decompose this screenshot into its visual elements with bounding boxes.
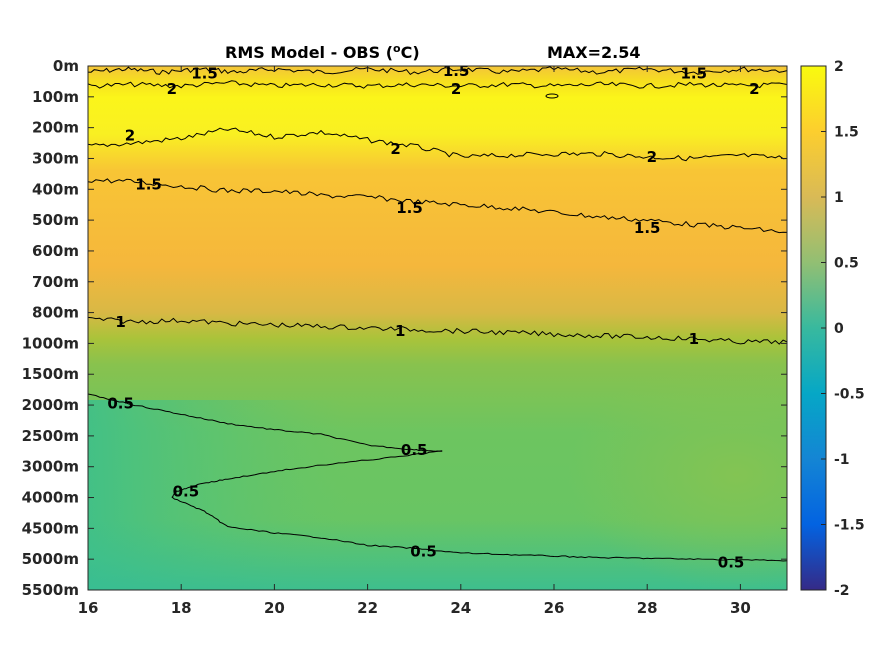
contour-labels: 1.5 1.5 1.52 2 222 21.51.51.511 10.50.50.50.50… [107, 62, 759, 571]
colorbar-tick-label: -1.5 [834, 518, 865, 534]
contour-label: 0.5 [401, 441, 428, 459]
y-tick-label: 4000m [22, 489, 79, 507]
contour-label: 1.5 [443, 62, 470, 80]
y-tick-label: 0m [53, 57, 79, 75]
colorbar-tick-label: -0.5 [834, 387, 865, 403]
y-tick-label: 1000m [22, 334, 79, 352]
contour-label: 1.5 [191, 65, 218, 83]
contour-label: 0.5 [410, 542, 437, 560]
contour-label: 2 [390, 140, 400, 158]
colorbar-tick-label: -1 [834, 452, 850, 468]
contour-line [171, 496, 787, 562]
contour-label: 1.5 [396, 199, 423, 217]
contour-label: 2 [749, 80, 759, 98]
contour-line [88, 127, 787, 162]
x-tick-label: 28 [637, 599, 658, 617]
small-closed-contour [545, 93, 559, 99]
colorbar: 2 1.5 1 0.5 0 -0.5 -1 -1.5 -2 [800, 59, 865, 599]
contour-line [171, 450, 443, 498]
y-tick-label: 200m [32, 119, 79, 137]
contour-label: 0.5 [718, 553, 745, 571]
y-axis: 0m 100m 200m 300m 400m 500m 600m 700m 800m 1000m 1… [22, 57, 787, 599]
plot-frame [87, 65, 788, 591]
colorbar-tick-label: 1.5 [834, 125, 859, 141]
colorbar-tick-label: 0.5 [834, 256, 859, 272]
x-tick-label: 22 [357, 599, 378, 617]
contour-label: 2 [647, 148, 657, 166]
colorbar-tick-label: 0 [834, 321, 844, 337]
y-tick-label: 700m [32, 273, 79, 291]
y-tick-label: 5500m [22, 581, 79, 599]
contour-label: 2 [125, 126, 135, 144]
x-tick-label: 26 [544, 599, 565, 617]
contour-label: 0.5 [173, 482, 200, 500]
y-tick-label: 800m [32, 304, 79, 322]
y-tick-label: 600m [32, 242, 79, 260]
y-tick-label: 100m [32, 88, 79, 106]
contour-line [88, 80, 787, 89]
title-tail: C) [401, 43, 420, 62]
y-tick-label: 400m [32, 180, 79, 198]
title-group: RMS Model - OBS (oC) MAX=2.54 [225, 42, 641, 62]
title-superscript: o [393, 42, 401, 55]
x-tick-label: 18 [171, 599, 192, 617]
contour-label: 0.5 [107, 395, 134, 413]
y-tick-label: 300m [32, 149, 79, 167]
colorbar-tick-label: 1 [834, 190, 844, 206]
x-tick-label: 16 [78, 599, 99, 617]
y-tick-label: 2000m [22, 396, 79, 414]
contour-label: 1.5 [634, 219, 661, 237]
colorbar-tick-label: -2 [834, 583, 850, 599]
colorbar-tick-label: 2 [834, 59, 844, 75]
contour-line [88, 178, 787, 234]
x-tick-label: 20 [264, 599, 285, 617]
y-tick-label: 4500m [22, 519, 79, 537]
contour-label: 1.5 [135, 176, 162, 194]
x-tick-label: 24 [450, 599, 471, 617]
chart-title: RMS Model - OBS (oC) [225, 42, 420, 62]
contour-line [88, 316, 787, 345]
colorbar-ticks: 2 1.5 1 0.5 0 -0.5 -1 -1.5 -2 [821, 59, 865, 599]
contour-label: 1 [689, 330, 699, 348]
contour-lines [88, 66, 787, 562]
contour-label: 1.5 [681, 65, 708, 83]
contour-label: 2 [451, 80, 461, 98]
y-tick-label: 3000m [22, 458, 79, 476]
contour-label: 1 [115, 313, 125, 331]
contour-label: 1 [395, 322, 405, 340]
y-tick-label: 2500m [22, 427, 79, 445]
contour-line [88, 393, 443, 452]
y-tick-label: 5000m [22, 550, 79, 568]
right-warm-region [450, 360, 787, 590]
contour-line [88, 66, 787, 76]
max-label: MAX=2.54 [547, 43, 641, 62]
contour-label: 2 [167, 80, 177, 98]
x-tick-label: 30 [730, 599, 751, 617]
x-axis: 16 18 20 22 24 26 28 30 [78, 66, 751, 617]
plot-area: 1.5 1.5 1.52 2 222 21.51.51.511 10.50.50.50.50… [88, 62, 787, 590]
y-tick-label: 500m [32, 211, 79, 229]
y-tick-label: 1500m [22, 365, 79, 383]
